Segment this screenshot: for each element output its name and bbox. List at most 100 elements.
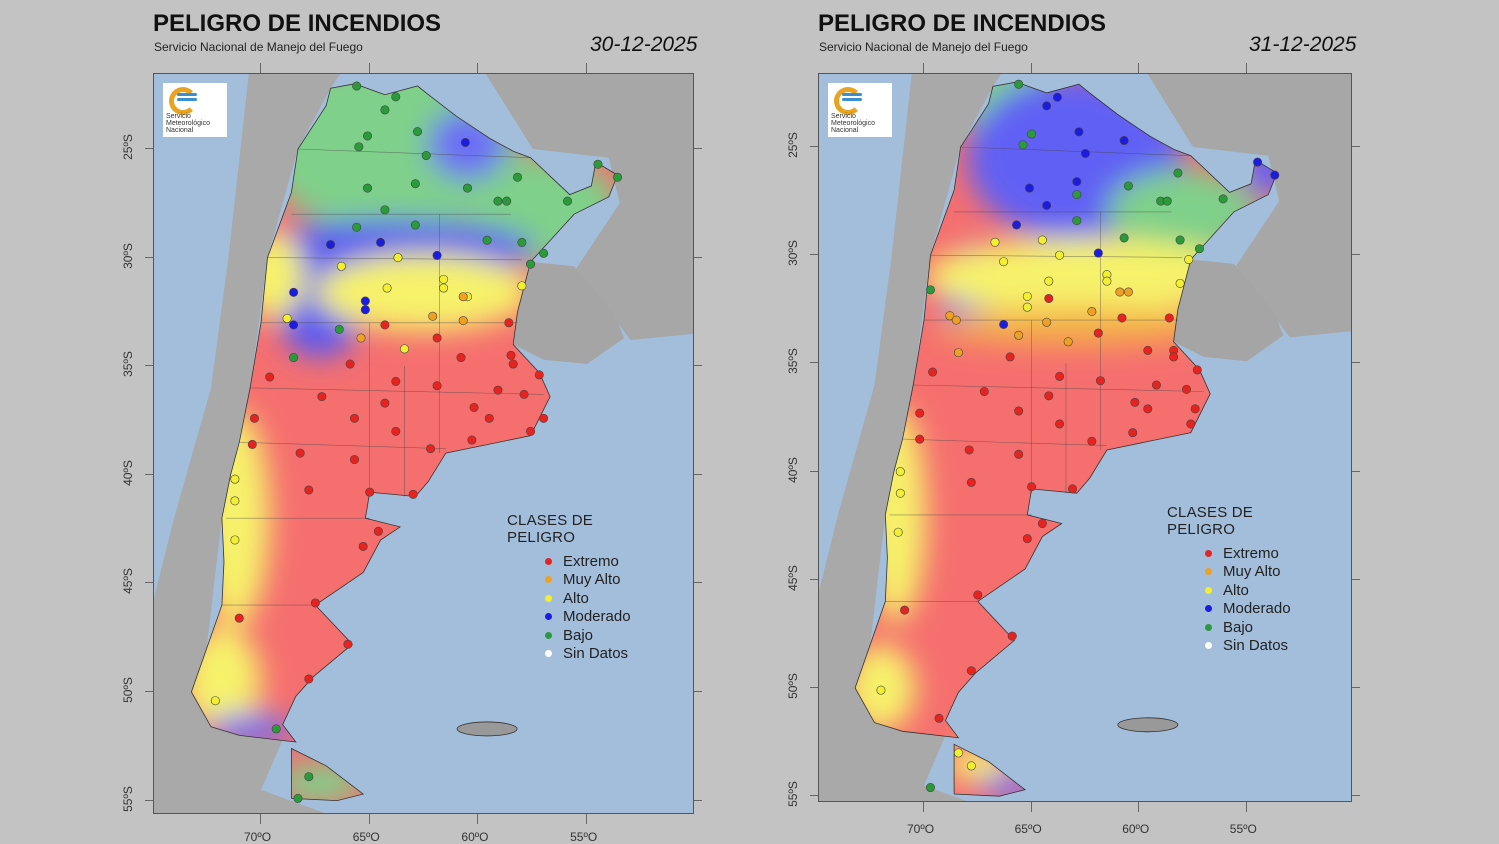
station-dot xyxy=(391,376,401,386)
legend-item: Extremo xyxy=(1167,544,1291,563)
lat-tick xyxy=(810,795,818,797)
station-dot xyxy=(1143,345,1153,355)
station-dot xyxy=(504,318,514,328)
station-dot xyxy=(349,455,359,465)
station-dot xyxy=(1042,200,1052,210)
lat-label: 25ºS xyxy=(786,132,800,158)
station-dot xyxy=(1018,140,1028,150)
lat-tick xyxy=(694,148,702,149)
lat-tick xyxy=(810,687,818,688)
station-dot xyxy=(1014,330,1024,340)
legend-item: Bajo xyxy=(507,626,631,645)
station-dot xyxy=(964,445,974,455)
legend-dot-icon xyxy=(1205,623,1212,631)
station-dot xyxy=(271,724,281,734)
station-dot xyxy=(1080,148,1090,158)
station-dot xyxy=(410,220,420,230)
station-dot xyxy=(352,81,362,91)
station-dot xyxy=(1218,194,1228,204)
station-dot xyxy=(979,387,989,397)
legend-label: Muy Alto xyxy=(1223,563,1281,581)
logo-ring-icon xyxy=(169,87,197,115)
station-dot xyxy=(247,439,257,449)
station-dot xyxy=(513,172,523,182)
station-dot xyxy=(1014,449,1024,459)
station-dot xyxy=(1063,337,1073,347)
station-dot xyxy=(426,444,436,454)
lat-tick xyxy=(810,470,818,472)
station-dot xyxy=(1005,352,1015,362)
station-dot xyxy=(1042,101,1052,111)
station-dot xyxy=(953,748,963,758)
station-dot xyxy=(1128,428,1138,438)
station-dot xyxy=(282,313,292,323)
station-dot xyxy=(360,296,370,306)
lat-tick xyxy=(1352,687,1360,688)
legend-item: Alto xyxy=(507,589,631,608)
station-dot xyxy=(356,333,366,343)
station-dot xyxy=(1067,484,1077,494)
station-dot xyxy=(990,237,1000,247)
station-dot xyxy=(210,696,220,706)
station-dot xyxy=(517,237,527,247)
station-dot xyxy=(230,474,240,484)
station-dot xyxy=(289,320,299,330)
legend-dot-icon xyxy=(545,650,552,658)
lat-tick xyxy=(1352,254,1360,256)
lon-label: 70ºO xyxy=(244,830,272,844)
station-dot xyxy=(1012,220,1022,230)
legend-title: CLASES DE PELIGRO xyxy=(1167,504,1253,538)
legend-title: CLASES DE PELIGRO xyxy=(507,512,593,546)
station-dot xyxy=(1024,183,1034,193)
station-dot xyxy=(1173,168,1183,178)
station-dot xyxy=(391,426,401,436)
fire-danger-map xyxy=(154,74,693,813)
legend-label: Alto xyxy=(1223,581,1249,599)
station-dot xyxy=(304,485,314,495)
station-dot xyxy=(376,237,386,247)
station-dot xyxy=(526,259,536,269)
lat-tick xyxy=(1352,362,1360,364)
station-dot xyxy=(1190,404,1200,414)
station-dot xyxy=(1014,406,1024,416)
station-dot xyxy=(1007,631,1017,641)
station-dot xyxy=(966,477,976,487)
station-dot xyxy=(493,385,503,395)
map-frame xyxy=(818,73,1352,802)
station-dot xyxy=(1027,482,1037,492)
lon-tick xyxy=(368,814,370,824)
logo-wave-icon xyxy=(177,98,197,101)
station-dot xyxy=(915,434,925,444)
province-border xyxy=(902,438,1107,446)
station-dot xyxy=(326,240,336,250)
station-dot xyxy=(999,257,1009,267)
lat-tick xyxy=(1352,470,1360,472)
station-dot xyxy=(1055,419,1065,429)
station-dot xyxy=(1123,287,1133,297)
station-dot xyxy=(1052,92,1062,102)
station-dot xyxy=(1151,380,1161,390)
station-dot xyxy=(1117,313,1127,323)
station-dot xyxy=(1093,328,1103,338)
station-dot xyxy=(365,487,375,497)
station-dot xyxy=(1119,136,1129,146)
station-dot xyxy=(502,196,512,206)
station-dot xyxy=(249,413,259,423)
station-dot xyxy=(876,685,886,695)
lat-tick xyxy=(145,691,153,692)
station-dot xyxy=(391,92,401,102)
station-dot xyxy=(1162,196,1172,206)
logo-ring-icon xyxy=(834,87,862,115)
lat-label: 30ºS xyxy=(121,242,135,269)
map-subtitle: Servicio Nacional de Manejo del Fuego xyxy=(154,40,363,54)
lat-tick xyxy=(694,365,702,367)
lat-tick xyxy=(145,582,153,584)
station-dot xyxy=(458,316,468,326)
station-dot xyxy=(539,413,549,423)
station-dot xyxy=(1022,534,1032,544)
map-title: PELIGRO DE INCENDIOS xyxy=(153,10,442,37)
lon-tick xyxy=(368,63,370,73)
lat-tick xyxy=(694,473,702,475)
lon-tick xyxy=(1030,802,1032,812)
station-dot xyxy=(953,348,963,358)
